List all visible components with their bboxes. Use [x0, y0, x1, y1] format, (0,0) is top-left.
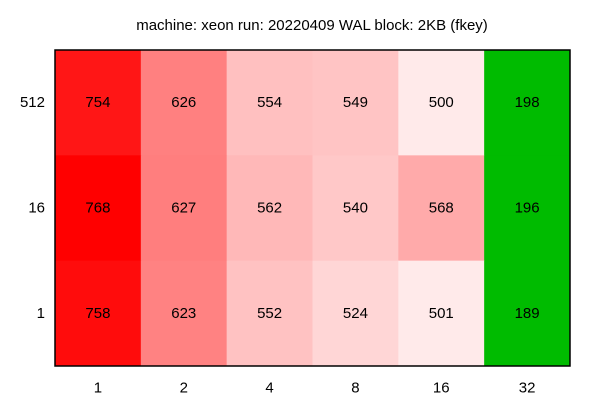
- y-tick-label: 1: [37, 305, 45, 322]
- cell-value-label: 552: [257, 305, 282, 322]
- heatmap-cell-512-32: [484, 50, 571, 156]
- cell-value-label: 196: [515, 200, 540, 217]
- cell-value-label: 754: [85, 94, 110, 111]
- heatmap-cell-1-2: [140, 260, 228, 367]
- cell-value-label: 198: [515, 94, 540, 111]
- heatmap-cell-512-16: [398, 50, 485, 156]
- heatmap-cell-1-8: [312, 260, 399, 367]
- chart-title: machine: xeon run: 20220409 WAL block: 2…: [136, 17, 488, 34]
- x-axis-tick-labels: 1 2 4 8 16 32: [94, 380, 536, 397]
- cell-value-label: 549: [343, 94, 368, 111]
- heatmap-cell-1-4: [226, 260, 313, 367]
- plot-border: [54, 49, 571, 367]
- heatmap-cells: [55, 50, 571, 367]
- x-tick-label: 16: [433, 380, 450, 397]
- x-tick-label: 1: [94, 380, 102, 397]
- heatmap-value-labels: 754 626 554 549 500 198 768 627 562 540 568 196 758 6…: [85, 94, 539, 322]
- heatmap-cell-16-2: [140, 155, 228, 262]
- x-tick-label: 4: [265, 380, 273, 397]
- cell-value-label: 501: [429, 305, 454, 322]
- cell-value-label: 627: [171, 200, 196, 217]
- heatmap-cell-512-4: [226, 50, 313, 156]
- heatmap-cell-512-1: [55, 50, 142, 156]
- cell-value-label: 626: [171, 94, 196, 111]
- cell-value-label: 758: [85, 305, 110, 322]
- x-tick-label: 32: [519, 380, 536, 397]
- heatmap-cell-16-8: [312, 155, 399, 262]
- x-tick-label: 8: [351, 380, 359, 397]
- cell-value-label: 189: [515, 305, 540, 322]
- heatmap-cell-16-4: [226, 155, 313, 262]
- heatmap-cell-16-16: [398, 155, 485, 262]
- heatmap-cell-16-32: [484, 155, 571, 262]
- cell-value-label: 554: [257, 94, 282, 111]
- x-tick-label: 2: [180, 380, 188, 397]
- cell-value-label: 540: [343, 200, 368, 217]
- cell-value-label: 568: [429, 200, 454, 217]
- heatmap-cell-1-1: [55, 260, 142, 367]
- cell-value-label: 500: [429, 94, 454, 111]
- heatmap-cell-1-32: [484, 260, 571, 367]
- cell-value-label: 768: [85, 200, 110, 217]
- y-tick-label: 512: [20, 94, 45, 111]
- heatmap-cell-512-8: [312, 50, 399, 156]
- cell-value-label: 623: [171, 305, 196, 322]
- y-axis-tick-labels: 512 16 1: [20, 94, 45, 322]
- heatmap-cell-1-16: [398, 260, 485, 367]
- y-tick-label: 16: [28, 200, 45, 217]
- heatmap-cell-512-2: [140, 50, 228, 156]
- heatmap-cell-16-1: [55, 155, 142, 262]
- cell-value-label: 524: [343, 305, 368, 322]
- cell-value-label: 562: [257, 200, 282, 217]
